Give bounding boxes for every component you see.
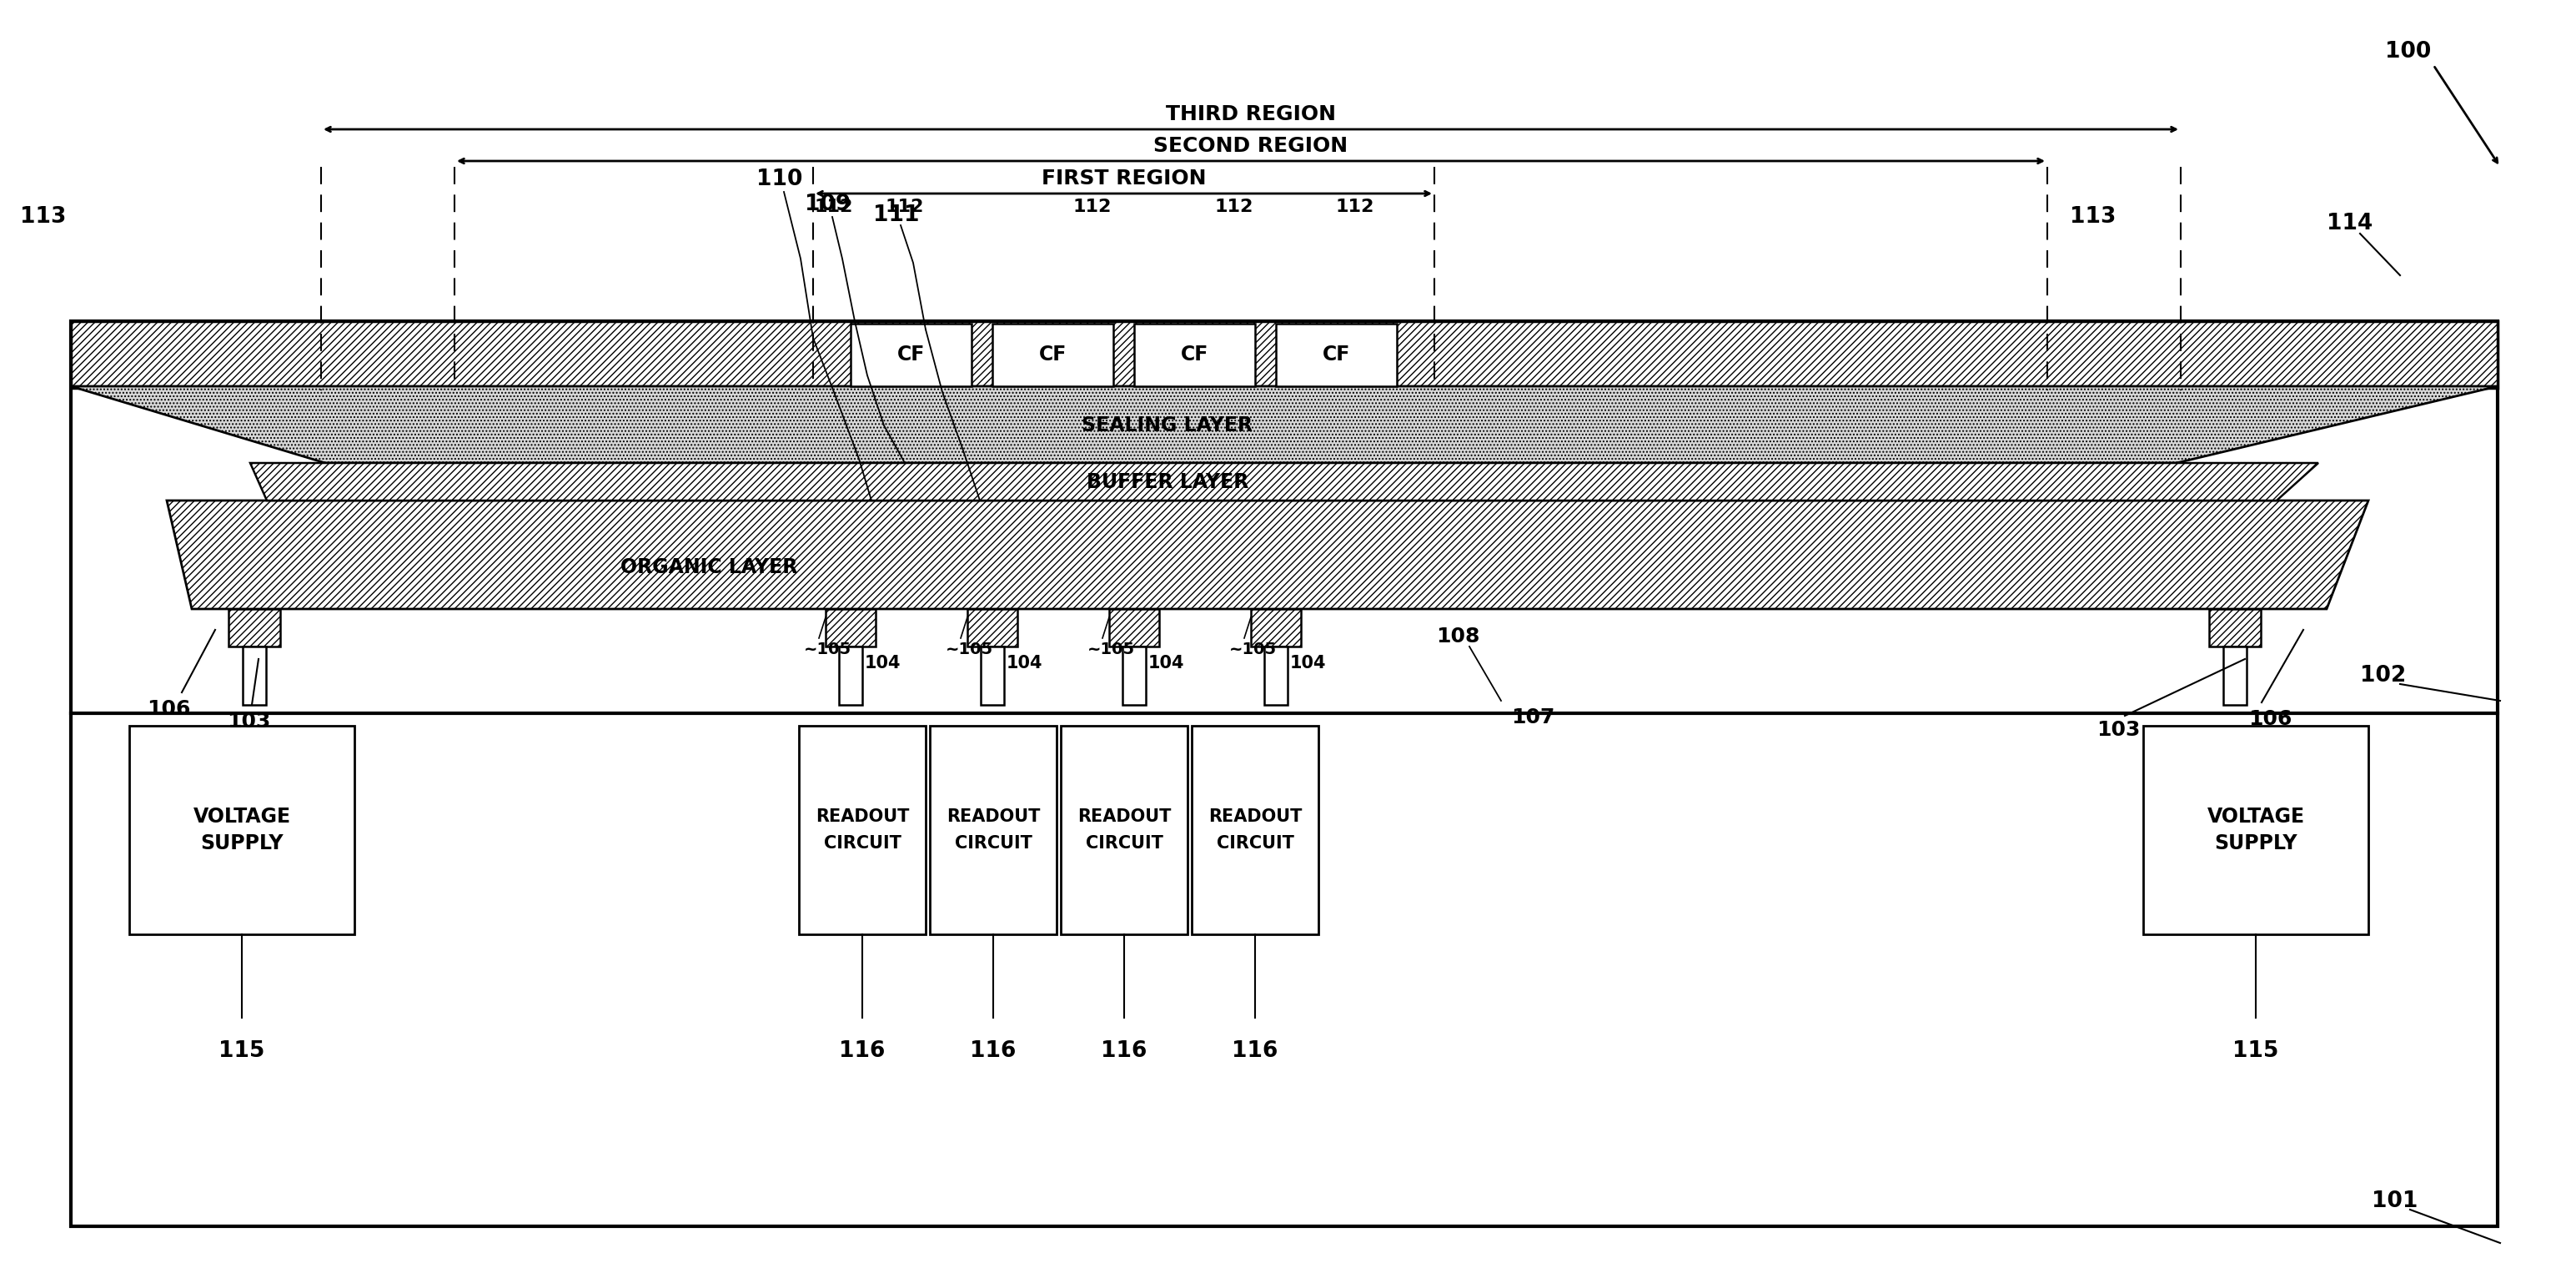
- Text: CIRCUIT: CIRCUIT: [1084, 836, 1162, 852]
- Text: VOLTAGE: VOLTAGE: [193, 806, 291, 827]
- Text: 104: 104: [1291, 654, 1327, 672]
- Text: CIRCUIT: CIRCUIT: [1216, 836, 1293, 852]
- Text: 103: 103: [2097, 720, 2141, 741]
- Text: 116: 116: [1231, 1040, 1278, 1063]
- Text: 101: 101: [2372, 1191, 2419, 1212]
- Text: SUPPLY: SUPPLY: [201, 833, 283, 853]
- Bar: [1252, 609, 1301, 647]
- Bar: [1265, 647, 1288, 705]
- Text: 104: 104: [1149, 654, 1185, 672]
- Bar: [72, 321, 2499, 1226]
- Bar: [1110, 609, 1159, 647]
- Text: 107: 107: [1512, 708, 1553, 728]
- Text: 109: 109: [806, 194, 850, 216]
- Text: CIRCUIT: CIRCUIT: [824, 836, 902, 852]
- Bar: [1193, 725, 1319, 935]
- Bar: [1133, 323, 1255, 387]
- Text: READOUT: READOUT: [945, 809, 1041, 825]
- Text: 116: 116: [1100, 1040, 1146, 1063]
- Text: 116: 116: [840, 1040, 886, 1063]
- Text: 103: 103: [227, 711, 270, 732]
- Text: THIRD REGION: THIRD REGION: [1167, 104, 1337, 124]
- Text: READOUT: READOUT: [817, 809, 909, 825]
- Bar: [1123, 647, 1146, 705]
- Text: 114: 114: [2326, 213, 2372, 235]
- Text: ~105: ~105: [1087, 642, 1133, 657]
- Text: 113: 113: [21, 205, 67, 228]
- Bar: [72, 321, 2499, 388]
- Text: 111: 111: [873, 204, 920, 226]
- Bar: [969, 609, 1018, 647]
- Bar: [840, 647, 863, 705]
- Bar: [1061, 725, 1188, 935]
- Text: SEALING LAYER: SEALING LAYER: [1082, 416, 1252, 435]
- Text: ~105: ~105: [945, 642, 992, 657]
- Text: SECOND REGION: SECOND REGION: [1154, 136, 1347, 156]
- Polygon shape: [72, 387, 2499, 463]
- Text: ~105: ~105: [804, 642, 850, 657]
- Text: SUPPLY: SUPPLY: [2215, 833, 2298, 853]
- Text: 115: 115: [2233, 1040, 2280, 1063]
- Text: ~105: ~105: [1229, 642, 1275, 657]
- Bar: [229, 609, 281, 647]
- Text: CIRCUIT: CIRCUIT: [956, 836, 1033, 852]
- Bar: [981, 647, 1005, 705]
- Bar: [2223, 647, 2246, 705]
- Text: 106: 106: [147, 699, 191, 719]
- Polygon shape: [167, 501, 2367, 609]
- Text: 112: 112: [886, 199, 925, 216]
- Text: READOUT: READOUT: [1077, 809, 1172, 825]
- Text: CF: CF: [1321, 345, 1350, 365]
- Text: 112: 112: [814, 199, 853, 216]
- Bar: [850, 323, 971, 387]
- Text: 104: 104: [863, 654, 902, 672]
- Text: CF: CF: [896, 345, 925, 365]
- Text: 108: 108: [1435, 626, 1479, 647]
- Bar: [2143, 725, 2367, 935]
- Text: 106: 106: [2249, 709, 2293, 729]
- Text: READOUT: READOUT: [1208, 809, 1301, 825]
- Text: BUFFER LAYER: BUFFER LAYER: [1087, 472, 1249, 492]
- Bar: [992, 323, 1113, 387]
- Polygon shape: [250, 463, 2318, 501]
- Text: 112: 112: [1074, 199, 1113, 216]
- Text: 112: 112: [1337, 199, 1376, 216]
- Bar: [824, 609, 876, 647]
- Text: VOLTAGE: VOLTAGE: [2208, 806, 2306, 827]
- Bar: [930, 725, 1056, 935]
- Text: 102: 102: [2360, 664, 2406, 686]
- Bar: [242, 647, 265, 705]
- Bar: [799, 725, 925, 935]
- Bar: [129, 725, 355, 935]
- Text: 115: 115: [219, 1040, 265, 1063]
- Bar: [2210, 609, 2262, 647]
- Text: 104: 104: [1005, 654, 1043, 672]
- Text: 110: 110: [757, 169, 804, 190]
- Text: 113: 113: [2071, 205, 2117, 228]
- Text: 116: 116: [971, 1040, 1018, 1063]
- Bar: [1275, 323, 1396, 387]
- Text: CF: CF: [1180, 345, 1208, 365]
- Text: ORGANIC LAYER: ORGANIC LAYER: [621, 557, 799, 577]
- Text: FIRST REGION: FIRST REGION: [1041, 169, 1206, 189]
- Text: 112: 112: [1216, 199, 1255, 216]
- Text: 100: 100: [2385, 41, 2432, 62]
- Text: CF: CF: [1038, 345, 1066, 365]
